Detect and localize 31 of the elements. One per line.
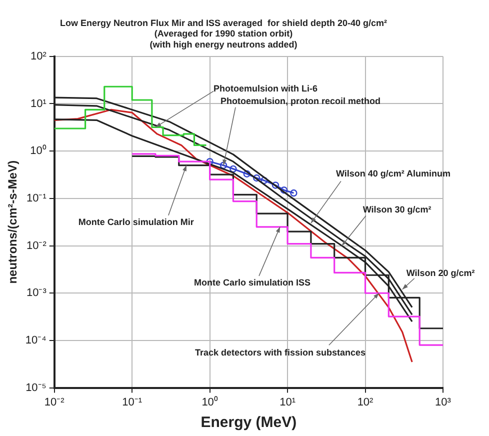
y-axis-title: neutrons/(cm²-s-MeV) xyxy=(6,160,20,284)
point xyxy=(290,189,298,197)
y-tick-label: 10⁻² xyxy=(26,240,47,252)
chart-title: Low Energy Neutron Flux Mir and ISS averaged for shield depth 20-40 g/cm² xyxy=(60,18,388,28)
annotation: Wilson 40 g/cm² Aluminum xyxy=(336,168,451,179)
annotation: Monte Carlo simulation ISS xyxy=(194,277,311,288)
annotation: Track detectors with fission substances xyxy=(194,348,366,358)
point xyxy=(280,186,288,194)
y-tick-label: 10¹ xyxy=(30,98,47,110)
annotation: Monte Carlo simulation Mir xyxy=(78,216,194,227)
annotation: Wilson 20 g/cm² xyxy=(406,268,475,278)
chart-subtitle: (Averaged for 1990 station orbit) (with high energy neutrons added) xyxy=(150,28,298,50)
y-tick-label: 10⁻⁵ xyxy=(26,382,46,394)
y-tick-label: 10² xyxy=(30,50,47,62)
x-tick-label: 10² xyxy=(357,396,374,408)
point xyxy=(230,165,237,173)
y-tick-label: 10⁻¹ xyxy=(26,192,47,204)
annotation: Photoemulsion with Li-6 xyxy=(213,84,318,94)
y-tick-label: 10⁻³ xyxy=(26,287,47,300)
x-tick-label: 10³ xyxy=(435,396,452,408)
annotation: Photoemulsion, proton recoil method xyxy=(220,96,381,106)
x-tick-label: 10⁻² xyxy=(44,396,65,408)
y-tick-label: 10⁰ xyxy=(30,144,46,158)
point xyxy=(272,182,280,189)
point xyxy=(220,162,228,169)
y-tick-label: 10⁻⁴ xyxy=(25,334,47,346)
annotation: Wilson 30 g/cm² xyxy=(362,204,432,214)
x-tick-label: 10⁰ xyxy=(202,395,218,408)
x-tick-label: 10¹ xyxy=(280,396,296,408)
x-axis-title: Energy (MeV) xyxy=(200,414,297,432)
x-tick-label: 10⁻¹ xyxy=(122,396,142,408)
